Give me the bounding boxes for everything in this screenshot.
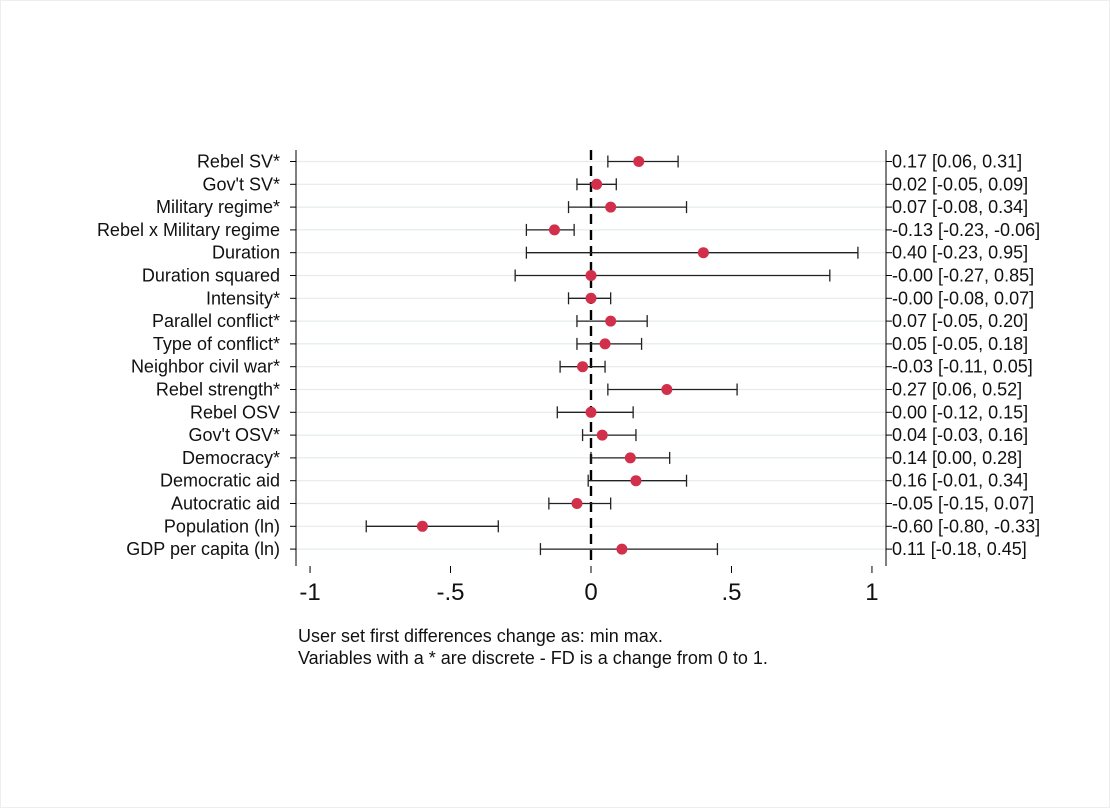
- estimate-value-label: -0.05 [-0.15, 0.07]: [892, 494, 1034, 514]
- estimate-marker: [416, 520, 428, 532]
- x-tick-label: -1: [299, 579, 320, 606]
- estimate-marker: [605, 201, 617, 213]
- estimate-value-label: -0.03 [-0.11, 0.05]: [892, 357, 1033, 377]
- estimate-marker: [596, 429, 608, 441]
- estimate-value-label: 0.00 [-0.12, 0.15]: [892, 402, 1028, 422]
- row-label: GDP per capita (ln): [126, 539, 280, 559]
- estimate-marker: [548, 224, 560, 236]
- estimate-value-label: 0.07 [-0.05, 0.20]: [892, 311, 1028, 331]
- estimate-value-label: -0.13 [-0.23, -0.06]: [892, 220, 1040, 240]
- estimate-marker: [591, 178, 603, 190]
- estimate-marker: [605, 315, 617, 327]
- estimate-value-label: -0.60 [-0.80, -0.33]: [892, 516, 1040, 536]
- estimate-value-label: 0.05 [-0.05, 0.18]: [892, 334, 1028, 354]
- row-label: Rebel x Military regime: [97, 220, 280, 240]
- row-label: Rebel OSV: [190, 402, 280, 422]
- estimate-value-label: 0.27 [0.06, 0.52]: [892, 380, 1022, 400]
- row-label: Military regime*: [156, 197, 280, 217]
- estimate-value-label: 0.07 [-0.08, 0.34]: [892, 197, 1028, 217]
- row-label: Democracy*: [182, 448, 280, 468]
- row-label: Intensity*: [206, 288, 280, 308]
- estimate-value-label: 0.14 [0.00, 0.28]: [892, 448, 1022, 468]
- footnote-2: Variables with a * are discrete - FD is …: [298, 648, 768, 668]
- x-tick-label: -.5: [437, 579, 465, 606]
- row-label: Type of conflict*: [153, 334, 280, 354]
- x-tick-label: 0: [584, 579, 597, 606]
- estimate-value-label: 0.04 [-0.03, 0.16]: [892, 425, 1028, 445]
- estimate-marker: [585, 270, 597, 281]
- row-label: Gov't OSV*: [189, 425, 280, 445]
- row-label: Rebel SV*: [197, 152, 280, 172]
- estimate-value-label: -0.00 [-0.08, 0.07]: [892, 288, 1034, 308]
- estimate-marker: [585, 292, 597, 304]
- estimate-value-label: 0.17 [0.06, 0.31]: [892, 152, 1022, 172]
- row-label: Parallel conflict*: [152, 311, 280, 331]
- estimate-marker: [616, 543, 628, 555]
- estimate-marker: [577, 361, 589, 373]
- footnote-1: User set first differences change as: mi…: [298, 626, 663, 646]
- row-label: Autocratic aid: [171, 494, 280, 514]
- estimate-value-label: 0.02 [-0.05, 0.09]: [892, 174, 1028, 194]
- estimate-marker: [633, 156, 645, 167]
- estimate-value-label: -0.00 [-0.27, 0.85]: [892, 266, 1034, 286]
- row-label: Duration squared: [142, 266, 280, 286]
- estimate-marker: [599, 338, 611, 350]
- estimate-value-label: 0.40 [-0.23, 0.95]: [892, 243, 1028, 263]
- estimate-marker: [697, 247, 709, 259]
- estimate-marker: [585, 406, 597, 418]
- row-label: Population (ln): [164, 516, 280, 536]
- estimate-value-label: 0.16 [-0.01, 0.34]: [892, 471, 1028, 491]
- row-label: Democratic aid: [160, 471, 280, 491]
- estimate-marker: [630, 475, 642, 487]
- estimate-marker: [624, 452, 636, 464]
- estimate-marker: [571, 498, 583, 509]
- estimate-value-label: 0.11 [-0.18, 0.45]: [892, 539, 1027, 559]
- row-label: Duration: [212, 243, 280, 263]
- row-label: Gov't SV*: [203, 174, 280, 194]
- x-tick-label: 1: [865, 579, 878, 606]
- row-label: Neighbor civil war*: [131, 357, 280, 377]
- estimate-marker: [661, 384, 673, 395]
- row-label: Rebel strength*: [156, 380, 280, 400]
- x-tick-label: .5: [721, 579, 741, 606]
